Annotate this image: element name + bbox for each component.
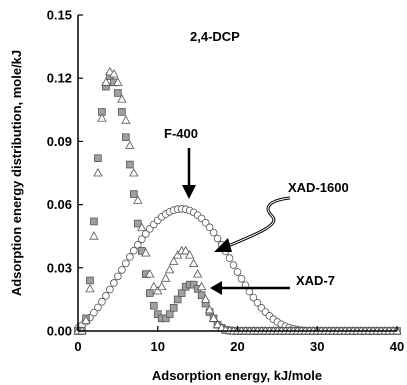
annotation-xad1600: XAD-1600 <box>288 180 349 195</box>
arrow-f400 <box>182 148 196 199</box>
circle-point <box>134 241 142 249</box>
annotation-xad7: XAD-7 <box>296 273 335 288</box>
circle-point <box>225 254 234 262</box>
circle-point <box>90 308 98 317</box>
triangle-point <box>137 222 147 232</box>
triangle-point <box>165 264 175 274</box>
triangle-point <box>93 167 103 177</box>
triangle-point <box>188 258 199 267</box>
y-tick-label: 0.15 <box>47 8 72 23</box>
triangle-point <box>153 285 163 295</box>
triangle-point <box>184 250 195 259</box>
triangle-point <box>204 304 215 314</box>
circle-point <box>102 292 110 300</box>
triangle-point <box>192 269 203 278</box>
triangle-point <box>117 94 127 103</box>
square-point <box>177 289 186 297</box>
square-point <box>118 108 126 116</box>
triangle-point <box>180 245 191 255</box>
circle-point <box>233 268 242 276</box>
circle-point <box>209 228 218 237</box>
square-point <box>197 291 206 299</box>
square-point <box>122 133 130 141</box>
x-tick-label: 40 <box>390 339 404 354</box>
square-point <box>134 219 142 228</box>
circle-point <box>138 235 146 243</box>
circle-point <box>98 297 106 306</box>
x-tick-label: 0 <box>74 339 81 354</box>
triangle-point <box>169 256 179 265</box>
triangle-point <box>113 77 123 86</box>
square-point <box>90 217 98 226</box>
triangle-point <box>109 68 119 78</box>
square-point <box>145 289 154 297</box>
square-point <box>114 89 122 97</box>
annotation-f400: F-400 <box>164 126 198 141</box>
x-tick-label: 30 <box>310 339 324 354</box>
circle-point <box>106 285 114 294</box>
triangle-point <box>97 113 107 122</box>
circle-point <box>118 266 126 274</box>
triangle-point <box>89 231 99 240</box>
circle-point <box>229 261 238 269</box>
arrow-xad7 <box>210 281 290 295</box>
circle-point <box>126 253 134 261</box>
circle-point <box>130 246 138 255</box>
x-axis-title: Adsorption energy, kJ/mole <box>152 368 322 383</box>
y-tick-label: 0.03 <box>47 260 72 275</box>
y-tick-label: 0.09 <box>47 134 72 149</box>
circle-point <box>253 298 262 307</box>
circle-point <box>213 234 222 243</box>
axis-ticks: 0.00 0.03 0.06 0.09 0.12 0.15 0 10 20 30 40 <box>47 8 405 355</box>
triangle-point <box>208 313 219 322</box>
triangle-point <box>196 281 207 291</box>
circle-point <box>205 223 214 232</box>
square-point <box>153 310 162 318</box>
circle-point <box>94 303 102 312</box>
y-tick-label: 0.12 <box>47 71 72 86</box>
annotation-compound: 2,4-DCP <box>190 29 240 44</box>
triangle-point <box>125 140 135 150</box>
triangle-point <box>161 273 171 282</box>
triangle-point <box>81 315 91 324</box>
series-xad-7 <box>74 72 401 335</box>
series-xad-1600 <box>73 66 402 335</box>
circle-point <box>122 259 130 268</box>
circle-point <box>249 293 258 302</box>
square-point <box>149 301 158 310</box>
triangle-point <box>141 248 151 257</box>
arrow-xad1600 <box>214 196 291 252</box>
x-tick-label: 20 <box>230 339 244 354</box>
circle-point <box>110 279 118 287</box>
square-point <box>165 310 174 318</box>
y-axis-title: Adsorption energy distribution, mole/kJ <box>9 50 24 296</box>
triangle-point <box>121 115 131 124</box>
circle-point <box>114 272 122 281</box>
plot-markers <box>73 66 402 335</box>
square-point <box>189 280 198 289</box>
square-point <box>86 276 94 285</box>
triangle-point <box>149 281 159 291</box>
square-point <box>94 154 102 163</box>
triangle-point <box>212 319 223 329</box>
triangle-point <box>129 167 139 177</box>
square-point <box>130 190 138 198</box>
triangle-point <box>101 77 111 86</box>
triangle-point <box>85 283 95 293</box>
triangle-point <box>173 250 183 259</box>
x-tick-label: 10 <box>151 339 165 354</box>
y-tick-label: 0.00 <box>47 324 72 339</box>
square-point <box>173 295 182 304</box>
triangle-point <box>157 281 167 291</box>
square-point <box>169 304 178 312</box>
y-tick-label: 0.06 <box>47 197 72 212</box>
triangle-point <box>145 269 155 278</box>
triangle-point <box>200 294 211 303</box>
circle-point <box>237 274 246 283</box>
square-point <box>126 160 134 169</box>
triangle-point <box>133 195 143 204</box>
square-point <box>161 314 170 323</box>
